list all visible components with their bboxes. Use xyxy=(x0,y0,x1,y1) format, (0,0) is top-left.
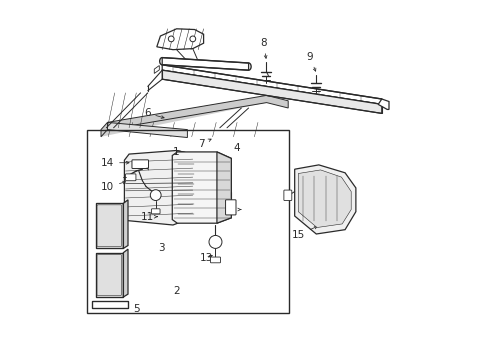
FancyBboxPatch shape xyxy=(125,174,136,181)
Polygon shape xyxy=(123,200,128,248)
Polygon shape xyxy=(378,99,389,109)
Circle shape xyxy=(190,36,196,42)
Polygon shape xyxy=(162,58,248,70)
Polygon shape xyxy=(176,150,196,220)
FancyBboxPatch shape xyxy=(97,255,122,296)
Polygon shape xyxy=(217,152,231,223)
Text: 10: 10 xyxy=(101,181,125,192)
Polygon shape xyxy=(107,122,187,138)
Polygon shape xyxy=(298,170,351,228)
Text: 9: 9 xyxy=(306,52,316,71)
FancyBboxPatch shape xyxy=(151,209,160,214)
Polygon shape xyxy=(124,150,196,225)
Text: 12: 12 xyxy=(225,204,241,215)
Text: 6: 6 xyxy=(144,108,164,118)
Text: 4: 4 xyxy=(234,143,241,153)
Text: 11: 11 xyxy=(141,212,157,222)
FancyBboxPatch shape xyxy=(210,257,221,263)
Polygon shape xyxy=(101,95,288,137)
Polygon shape xyxy=(154,66,159,73)
Circle shape xyxy=(169,36,174,42)
Text: 14: 14 xyxy=(101,158,129,168)
Text: 13: 13 xyxy=(199,253,213,264)
FancyBboxPatch shape xyxy=(225,200,236,215)
Text: 2: 2 xyxy=(173,286,180,296)
Polygon shape xyxy=(294,165,356,234)
Polygon shape xyxy=(101,95,267,137)
Text: 3: 3 xyxy=(158,243,165,253)
Polygon shape xyxy=(96,253,123,297)
Circle shape xyxy=(150,190,161,201)
Polygon shape xyxy=(172,152,231,223)
Text: 5: 5 xyxy=(133,303,140,314)
Polygon shape xyxy=(96,203,123,248)
Polygon shape xyxy=(92,301,128,308)
FancyBboxPatch shape xyxy=(284,190,292,201)
Polygon shape xyxy=(162,70,382,113)
Polygon shape xyxy=(123,249,128,297)
Text: 7: 7 xyxy=(198,139,211,149)
Text: 15: 15 xyxy=(292,226,317,240)
FancyBboxPatch shape xyxy=(132,160,148,168)
Polygon shape xyxy=(157,29,204,50)
Circle shape xyxy=(209,235,222,248)
FancyBboxPatch shape xyxy=(97,205,122,247)
Polygon shape xyxy=(162,65,382,104)
Text: 8: 8 xyxy=(260,38,267,58)
Text: 1: 1 xyxy=(173,147,180,157)
